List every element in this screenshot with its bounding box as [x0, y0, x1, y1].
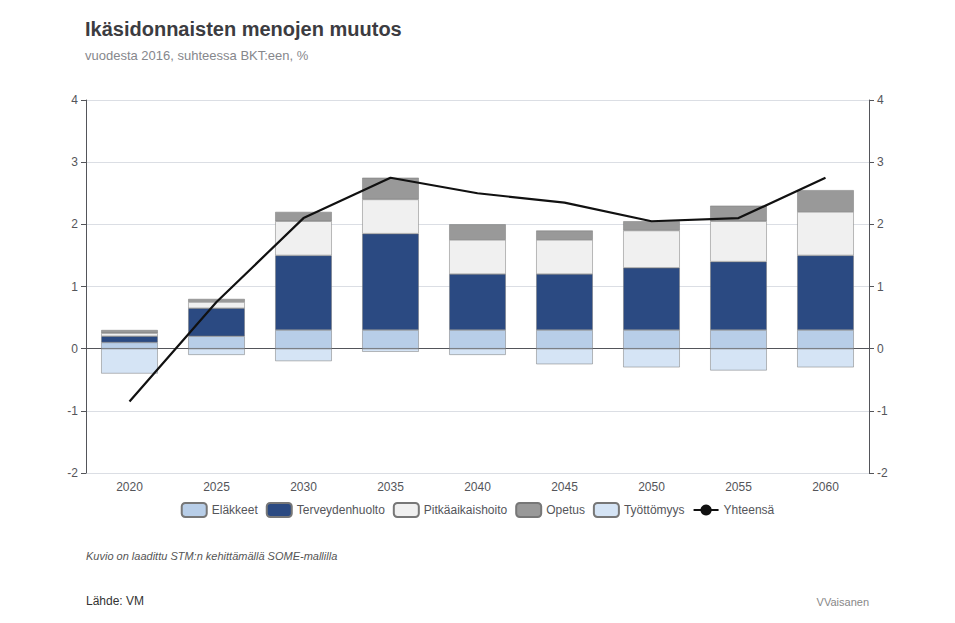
svg-text:-1: -1: [877, 404, 888, 418]
svg-text:Työttömyys: Työttömyys: [624, 503, 685, 517]
svg-text:2040: 2040: [464, 480, 491, 494]
svg-text:-2: -2: [67, 466, 78, 480]
svg-text:3: 3: [71, 155, 78, 169]
svg-text:Pitkäaikaishoito: Pitkäaikaishoito: [424, 503, 508, 517]
svg-text:vuodesta 2016, suhteessa BKT:e: vuodesta 2016, suhteessa BKT:een, %: [85, 48, 309, 63]
svg-text:2030: 2030: [290, 480, 317, 494]
svg-text:1: 1: [71, 280, 78, 294]
svg-text:Yhteensä: Yhteensä: [724, 503, 775, 517]
svg-text:Kuvio on laadittu STM:n kehitt: Kuvio on laadittu STM:n kehittämällä SOM…: [86, 550, 337, 562]
svg-text:VVaisanen: VVaisanen: [817, 596, 869, 608]
svg-text:0: 0: [877, 342, 884, 356]
svg-text:2: 2: [71, 217, 78, 231]
svg-text:Ikäsidonnaisten menojen muutos: Ikäsidonnaisten menojen muutos: [85, 18, 402, 40]
svg-text:3: 3: [877, 155, 884, 169]
svg-text:Terveydenhuolto: Terveydenhuolto: [297, 503, 385, 517]
svg-text:4: 4: [71, 93, 78, 107]
svg-text:2045: 2045: [551, 480, 578, 494]
svg-text:0: 0: [71, 342, 78, 356]
svg-text:1: 1: [877, 280, 884, 294]
svg-text:Opetus: Opetus: [546, 503, 585, 517]
svg-text:2: 2: [877, 217, 884, 231]
svg-text:2060: 2060: [812, 480, 839, 494]
svg-text:2020: 2020: [116, 480, 143, 494]
svg-text:Lähde: VM: Lähde: VM: [86, 594, 144, 608]
svg-text:2050: 2050: [638, 480, 665, 494]
svg-text:-2: -2: [877, 466, 888, 480]
svg-text:4: 4: [877, 93, 884, 107]
svg-text:2035: 2035: [377, 480, 404, 494]
svg-text:-1: -1: [67, 404, 78, 418]
svg-text:2055: 2055: [725, 480, 752, 494]
svg-text:2025: 2025: [203, 480, 230, 494]
svg-text:Eläkkeet: Eläkkeet: [212, 503, 259, 517]
